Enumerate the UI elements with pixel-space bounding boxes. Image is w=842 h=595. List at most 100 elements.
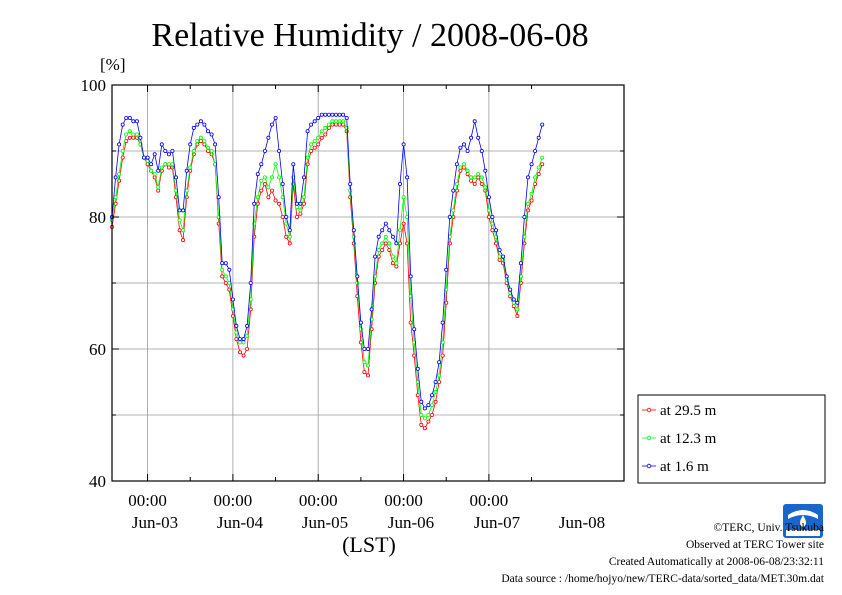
data-point — [120, 122, 125, 127]
data-point — [156, 185, 161, 190]
data-point — [518, 261, 523, 266]
x-tick-day-label: Jun-05 — [302, 513, 348, 532]
data-point — [152, 152, 157, 157]
data-point — [472, 175, 477, 180]
data-point — [419, 399, 424, 404]
data-point — [241, 340, 246, 345]
data-point — [333, 122, 338, 127]
data-point — [312, 145, 317, 150]
data-point — [159, 142, 164, 147]
data-point — [333, 112, 338, 117]
data-point — [163, 162, 168, 167]
data-point — [220, 274, 225, 279]
data-point — [262, 148, 267, 153]
data-point — [476, 172, 481, 177]
y-tick-label: 60 — [89, 340, 106, 359]
data-point — [205, 148, 210, 153]
data-point — [454, 181, 459, 186]
data-point — [159, 165, 164, 170]
data-point — [184, 195, 189, 200]
data-point — [444, 267, 449, 272]
data-point — [166, 152, 171, 157]
data-point — [309, 122, 314, 127]
x-tick-day-label: Jun-07 — [474, 513, 521, 532]
data-point — [511, 297, 516, 302]
data-point — [252, 201, 257, 206]
data-point — [134, 132, 139, 137]
data-point — [269, 122, 274, 127]
data-point — [469, 178, 474, 183]
data-point — [284, 234, 289, 239]
data-point — [337, 122, 342, 127]
data-point — [149, 162, 154, 167]
data-point — [223, 261, 228, 266]
data-point — [529, 198, 534, 203]
data-point — [277, 201, 282, 206]
data-point — [365, 363, 370, 368]
legend-label-2: at 1.6 m — [660, 459, 709, 475]
data-point — [248, 280, 253, 285]
x-tick-day-label: Jun-04 — [217, 513, 264, 532]
data-point — [191, 125, 196, 130]
data-point — [131, 132, 136, 137]
data-point — [429, 412, 434, 417]
x-tick-day-label: Jun-08 — [559, 513, 605, 532]
data-point — [223, 274, 228, 279]
data-point — [358, 320, 363, 325]
legend-label-1: at 12.3 m — [660, 431, 717, 447]
data-point — [198, 135, 203, 140]
data-point — [497, 254, 502, 259]
data-point — [273, 198, 278, 203]
data-point — [205, 129, 210, 134]
data-point — [426, 419, 431, 424]
data-point — [202, 122, 207, 127]
data-point — [181, 238, 186, 243]
data-point — [287, 234, 292, 239]
data-point — [294, 214, 299, 219]
data-point — [394, 264, 399, 269]
data-point — [461, 142, 466, 147]
data-point — [138, 135, 143, 140]
x-tick-day-label: Jun-06 — [388, 513, 434, 532]
data-point — [536, 135, 541, 140]
data-point — [319, 129, 324, 134]
data-point — [120, 148, 125, 153]
data-point — [390, 234, 395, 239]
x-tick-time-label: 00:00 — [128, 491, 167, 510]
series-line-1 — [111, 120, 543, 419]
data-point — [209, 148, 214, 153]
data-point — [536, 165, 541, 170]
data-point — [259, 188, 264, 193]
data-point — [348, 181, 353, 186]
data-point — [486, 195, 491, 200]
data-point — [277, 148, 282, 153]
x-tick-day-label: Jun-03 — [132, 513, 178, 532]
data-point — [326, 112, 331, 117]
data-point — [198, 119, 203, 124]
data-point — [291, 162, 296, 167]
data-point — [234, 337, 239, 342]
data-point — [422, 416, 427, 421]
data-point — [170, 148, 175, 153]
data-point — [401, 142, 406, 147]
data-point — [447, 214, 452, 219]
footer-observed: Observed at TERC Tower site — [685, 539, 824, 551]
data-point — [341, 112, 346, 117]
data-point — [465, 148, 470, 153]
data-point — [181, 228, 186, 233]
data-point — [234, 323, 239, 328]
data-point — [483, 168, 488, 173]
data-point — [202, 139, 207, 144]
data-point — [198, 139, 203, 144]
data-point — [127, 116, 132, 121]
x-tick-time-label: 00:00 — [299, 491, 338, 510]
data-point — [344, 116, 349, 121]
data-point — [287, 241, 292, 246]
data-point — [515, 313, 520, 318]
data-point — [397, 228, 402, 233]
data-point — [472, 119, 477, 124]
legend-marker-2 — [646, 463, 652, 469]
data-point — [348, 188, 353, 193]
data-point — [177, 228, 182, 233]
data-point — [237, 337, 242, 342]
